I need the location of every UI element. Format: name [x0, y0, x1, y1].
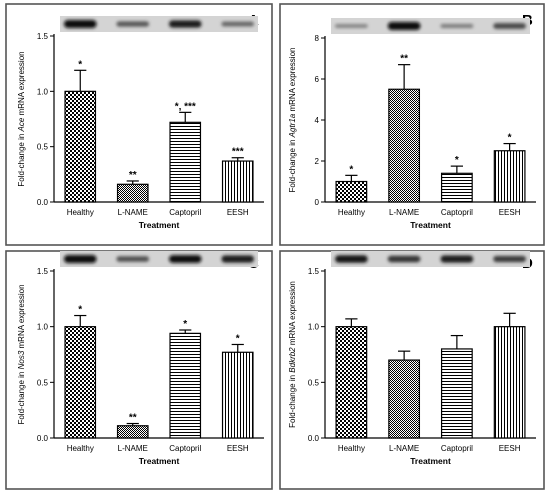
y-tick-label: 8	[315, 34, 320, 43]
blot-band	[221, 21, 255, 27]
significance-label: *	[183, 319, 187, 330]
blot-strip	[60, 16, 258, 32]
significance-label: *	[455, 155, 459, 166]
x-tick-label: L-NAME	[389, 444, 419, 453]
blot-band	[63, 20, 97, 28]
y-tick-label: 0.5	[37, 143, 49, 152]
x-tick-label: EESH	[499, 208, 521, 217]
blot-band	[440, 24, 474, 28]
x-tick-label: Healthy	[67, 208, 94, 217]
y-tick-label: 2	[315, 157, 320, 166]
significance-label: *	[78, 59, 82, 70]
y-tick-label: 0.0	[37, 198, 49, 207]
bar	[116, 425, 149, 439]
bar	[335, 326, 368, 439]
significance-label: *, ***	[175, 101, 196, 112]
x-tick-label: EESH	[227, 444, 249, 453]
bar	[169, 121, 202, 203]
blot-band	[335, 24, 368, 28]
panel-b: B02468Fold-change in Agtr1a mRNA express…	[279, 3, 545, 246]
y-tick-label: 0.0	[37, 434, 49, 443]
x-axis-title: Treatment	[410, 220, 451, 230]
x-tick-label: L-NAME	[389, 208, 419, 217]
y-tick-label: 0.5	[37, 378, 49, 387]
significance-label: *	[78, 305, 82, 316]
y-tick-label: 0.0	[308, 434, 320, 443]
x-tick-label: Healthy	[338, 208, 365, 217]
y-tick-label: 1.0	[308, 323, 320, 332]
bar	[440, 348, 473, 439]
blot-band	[493, 255, 526, 263]
bar	[388, 88, 421, 203]
blot-band	[335, 255, 368, 263]
x-tick-label: Captopril	[441, 444, 473, 453]
y-axis-title: Fold-change in Bdkrb2 mRNA expression	[288, 281, 297, 428]
y-axis-title: Fold-change in Agtr1a mRNA expression	[288, 48, 297, 193]
y-tick-label: 1.5	[308, 267, 320, 276]
blot-band	[221, 255, 255, 263]
bar	[493, 326, 526, 439]
blot-strip	[331, 18, 530, 34]
significance-label: *	[349, 164, 353, 175]
bar	[64, 326, 97, 439]
blot-strip	[331, 251, 530, 267]
bar	[169, 332, 202, 439]
significance-label: **	[129, 170, 137, 181]
blot-band	[116, 21, 150, 27]
blot-band	[116, 256, 150, 262]
y-tick-label: 1.0	[37, 87, 49, 96]
y-axis-title: Fold-change in Ace mRNA expression	[17, 51, 26, 186]
bar	[335, 180, 368, 203]
bar	[221, 351, 254, 439]
blot-band	[387, 255, 421, 263]
x-tick-label: EESH	[499, 444, 521, 453]
y-tick-label: 0.5	[308, 378, 320, 387]
bar	[440, 172, 473, 203]
x-tick-label: Captopril	[169, 208, 201, 217]
y-tick-label: 4	[315, 116, 320, 125]
y-tick-label: 6	[315, 75, 320, 84]
x-tick-label: Captopril	[441, 208, 473, 217]
x-axis-title: Treatment	[410, 456, 451, 466]
significance-label: *	[508, 133, 512, 144]
y-tick-label: 0	[315, 198, 320, 207]
y-tick-label: 1.5	[37, 32, 49, 41]
blot-band	[63, 255, 97, 263]
x-tick-label: Healthy	[338, 444, 365, 453]
y-axis-title: Fold-change in Nos3 mRNA expression	[17, 284, 26, 424]
blot-strip	[60, 251, 258, 267]
blot-band	[493, 23, 526, 29]
x-axis-title: Treatment	[139, 456, 180, 466]
panel-frame	[279, 3, 545, 246]
bar	[493, 150, 526, 203]
x-tick-label: EESH	[227, 208, 249, 217]
x-tick-label: L-NAME	[118, 444, 148, 453]
blot-band	[440, 255, 474, 263]
significance-label: ***	[232, 147, 244, 158]
x-tick-label: L-NAME	[118, 208, 148, 217]
bar	[116, 183, 149, 203]
blot-band	[168, 255, 202, 263]
x-tick-label: Captopril	[169, 444, 201, 453]
x-axis-title: Treatment	[139, 220, 180, 230]
blot-band	[387, 22, 421, 30]
significance-label: **	[400, 54, 408, 65]
significance-label: **	[129, 413, 137, 424]
y-tick-label: 1.5	[37, 267, 49, 276]
bar	[221, 160, 254, 203]
blot-band	[168, 20, 202, 28]
bar	[388, 359, 421, 439]
y-tick-label: 1.0	[37, 323, 49, 332]
significance-label: *	[236, 333, 240, 344]
panel-frame	[5, 3, 273, 246]
x-tick-label: Healthy	[67, 444, 94, 453]
bar	[64, 90, 97, 203]
